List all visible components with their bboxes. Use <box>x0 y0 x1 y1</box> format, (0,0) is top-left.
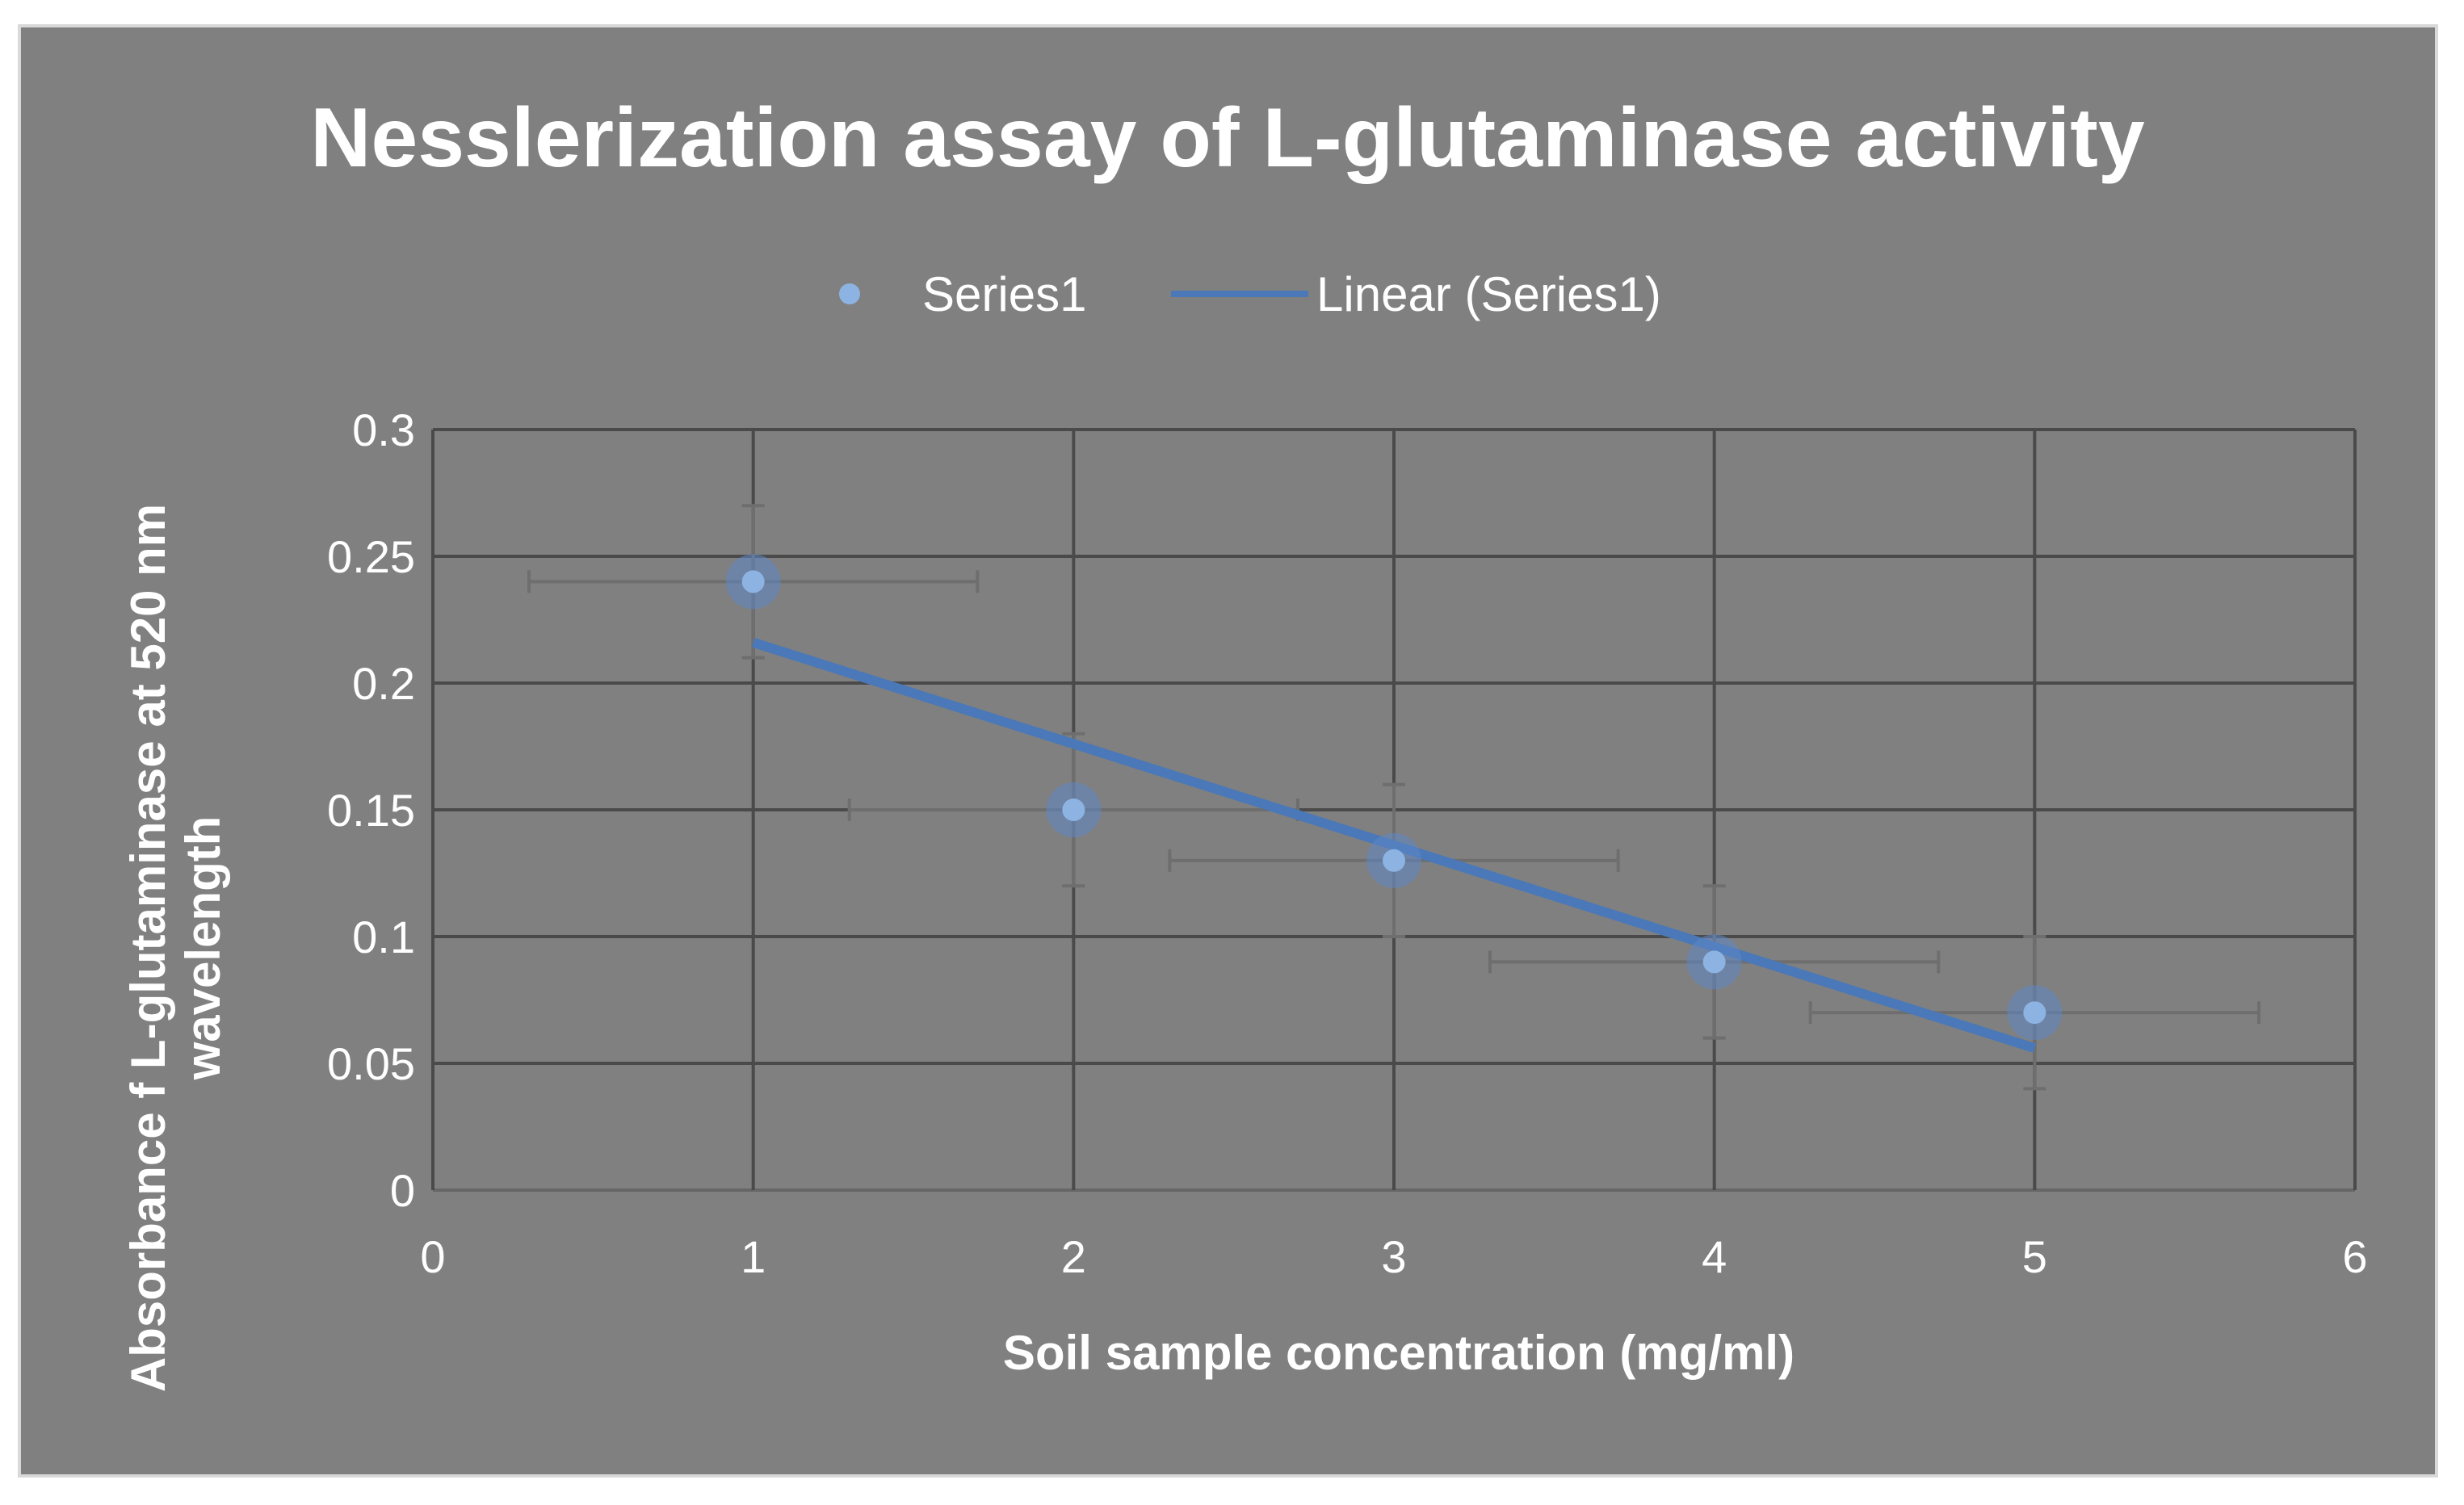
legend: Series1 Linear (Series1) <box>839 267 1661 321</box>
x-tick-label: 2 <box>1061 1231 1086 1282</box>
chart-title: Nesslerization assay of L-glutaminase ac… <box>310 91 2145 185</box>
y-axis-title: Absorbance f L-glutaminase at 520 nm wav… <box>121 504 230 1392</box>
y-tick-label: 0.3 <box>352 405 415 455</box>
chart-area: Nesslerization assay of L-glutaminase ac… <box>18 24 2438 1478</box>
y-axis-title-line-1: Absorbance f L-glutaminase at 520 nm <box>121 504 175 1392</box>
y-tick-label: 0.1 <box>352 912 415 962</box>
y-tick-label: 0.25 <box>327 531 415 582</box>
data-point <box>1062 799 1085 821</box>
y-tick-label: 0 <box>390 1165 415 1216</box>
x-tick-label: 4 <box>1702 1231 1727 1282</box>
y-axis-title-line-2: wavelength <box>176 816 230 1081</box>
legend-label-trendline: Linear (Series1) <box>1316 267 1661 321</box>
data-points <box>725 554 2063 1041</box>
x-tick-label: 3 <box>1381 1231 1406 1282</box>
x-axis-ticks: 0 1 2 3 4 5 6 <box>420 1231 2367 1282</box>
y-tick-label: 0.05 <box>327 1038 415 1089</box>
x-tick-label: 1 <box>741 1231 766 1282</box>
x-axis-title: Soil sample concentration (mg/ml) <box>1003 1326 1794 1380</box>
y-axis-ticks: 0 0.05 0.1 0.15 0.2 0.25 0.3 <box>327 405 415 1216</box>
y-tick-label: 0.15 <box>327 785 415 836</box>
legend-label-series1: Series1 <box>922 267 1086 321</box>
data-point <box>741 570 765 593</box>
x-tick-label: 5 <box>2022 1231 2047 1282</box>
legend-marker-series1 <box>839 283 860 304</box>
x-tick-label: 0 <box>420 1231 445 1282</box>
y-tick-label: 0.2 <box>352 658 415 709</box>
data-point <box>1383 849 1405 872</box>
data-point <box>1702 950 1726 974</box>
data-point <box>2023 1001 2046 1025</box>
x-tick-label: 6 <box>2342 1231 2367 1282</box>
scatter-chart: Nesslerization assay of L-glutaminase ac… <box>121 91 2368 1392</box>
